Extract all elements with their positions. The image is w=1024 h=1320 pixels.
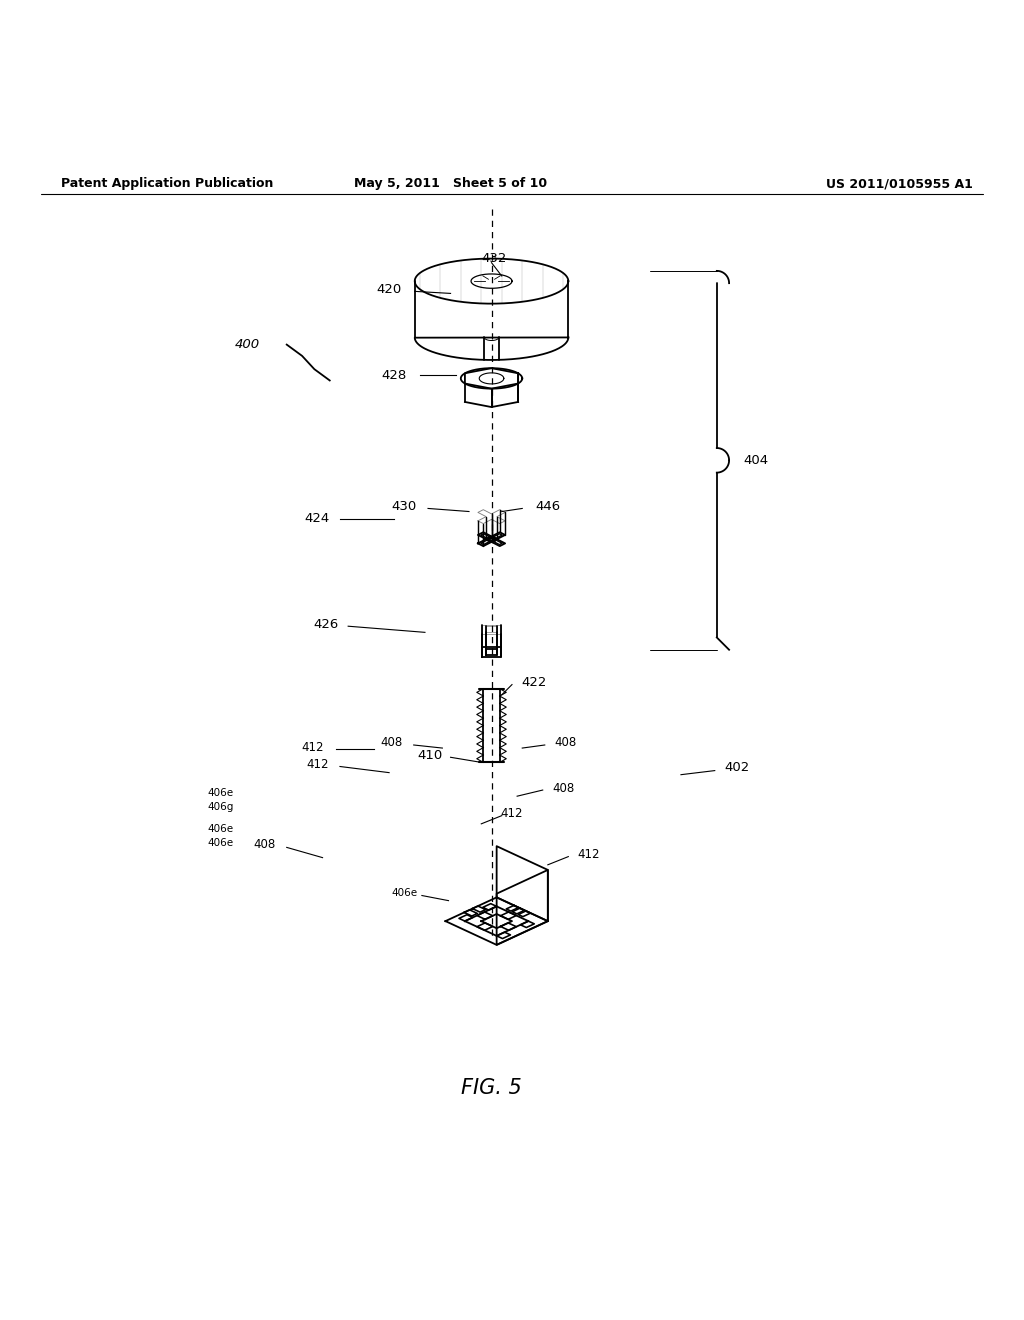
Text: 408: 408 — [554, 737, 577, 750]
Text: 406e: 406e — [207, 788, 233, 799]
Text: 402: 402 — [725, 762, 750, 774]
Text: 412: 412 — [501, 807, 523, 820]
Text: 410: 410 — [418, 748, 442, 762]
Text: 422: 422 — [522, 676, 547, 689]
Text: 412: 412 — [306, 758, 329, 771]
Text: 412: 412 — [578, 847, 600, 861]
Text: Patent Application Publication: Patent Application Publication — [61, 177, 273, 190]
Text: May 5, 2011   Sheet 5 of 10: May 5, 2011 Sheet 5 of 10 — [354, 177, 547, 190]
Text: 424: 424 — [305, 512, 330, 525]
Text: 428: 428 — [382, 368, 407, 381]
Text: 406e: 406e — [207, 824, 233, 834]
Text: 400: 400 — [236, 338, 260, 351]
Text: 426: 426 — [313, 618, 338, 631]
Text: 432: 432 — [481, 252, 506, 265]
Text: FIG. 5: FIG. 5 — [461, 1078, 522, 1098]
Text: 408: 408 — [552, 781, 574, 795]
Text: US 2011/0105955 A1: US 2011/0105955 A1 — [826, 177, 973, 190]
Text: 408: 408 — [253, 838, 275, 851]
Text: 406g: 406g — [207, 803, 233, 812]
Text: 446: 446 — [536, 500, 560, 513]
Text: 420: 420 — [377, 282, 401, 296]
Text: 406e: 406e — [391, 888, 418, 899]
Text: 404: 404 — [743, 454, 768, 467]
Text: 408: 408 — [380, 737, 402, 750]
Text: 430: 430 — [392, 500, 417, 513]
Text: 412: 412 — [301, 741, 324, 754]
Text: 406e: 406e — [207, 838, 233, 849]
